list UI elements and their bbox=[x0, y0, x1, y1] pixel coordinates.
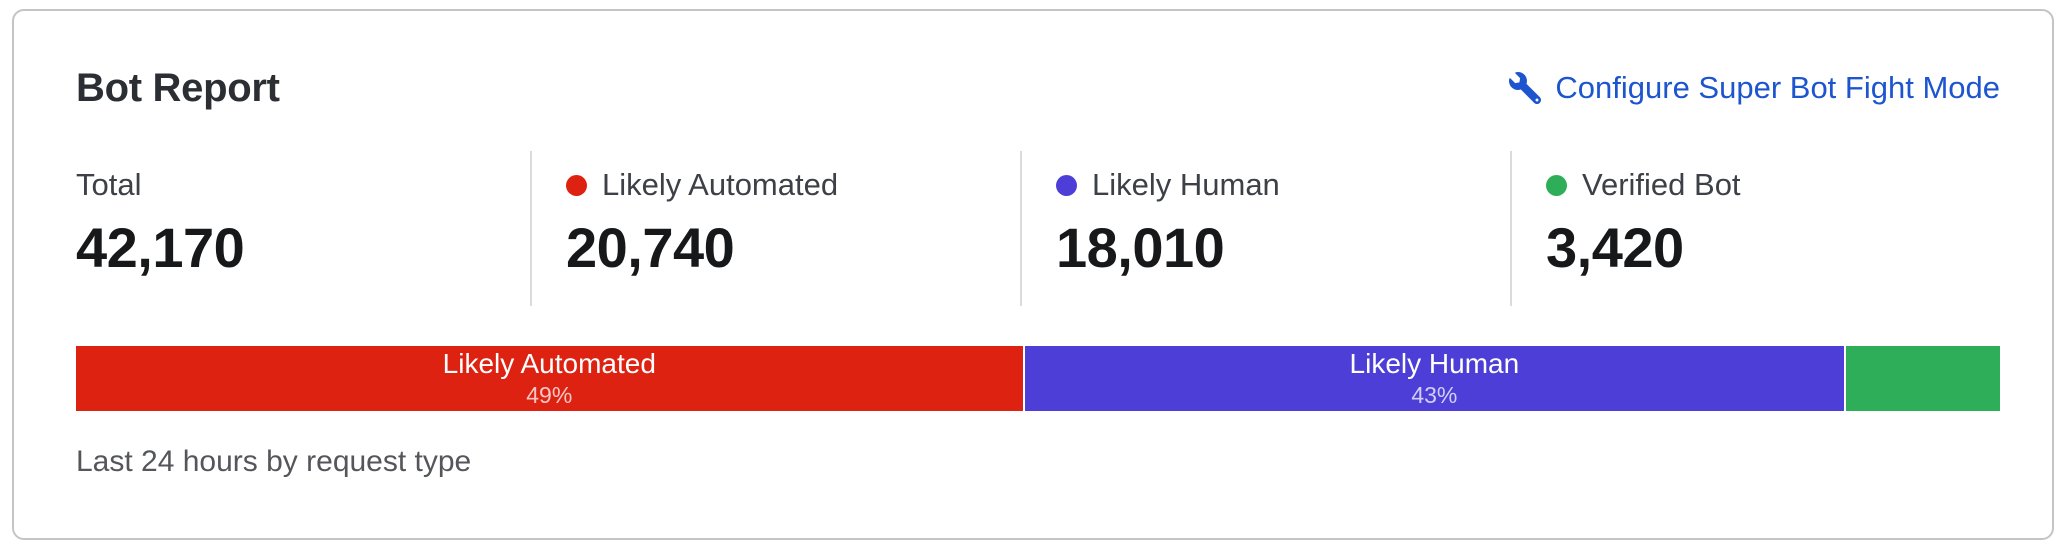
bot-report-card: Bot Report Configure Super Bot Fight Mod… bbox=[12, 9, 2054, 540]
bar-segment-likely-automated: Likely Automated 49% bbox=[76, 346, 1023, 411]
stat-likely-automated: Likely Automated 20,740 bbox=[530, 151, 1020, 306]
card-header: Bot Report Configure Super Bot Fight Mod… bbox=[76, 65, 2000, 111]
bar-segment-percent: 43% bbox=[1411, 382, 1458, 409]
bar-segment-likely-human: Likely Human 43% bbox=[1022, 346, 1845, 411]
stat-head: Verified Bot bbox=[1546, 167, 2000, 203]
stat-value-likely-automated: 20,740 bbox=[566, 216, 735, 279]
stat-value-likely-human: 18,010 bbox=[1056, 216, 1225, 279]
stat-value-total: 42,170 bbox=[76, 216, 245, 279]
bar-segment-label: Likely Automated bbox=[442, 348, 656, 380]
configure-link[interactable]: Configure Super Bot Fight Mode bbox=[1509, 70, 2000, 106]
stat-head: Likely Automated bbox=[566, 167, 1020, 203]
verified-bot-dot bbox=[1546, 174, 1567, 196]
stat-head: Total bbox=[76, 167, 530, 203]
page-title: Bot Report bbox=[76, 65, 280, 110]
distribution-bar: Likely Automated 49% Likely Human 43% bbox=[76, 346, 2000, 411]
bar-segment-percent: 49% bbox=[526, 382, 573, 409]
likely-human-dot bbox=[1056, 174, 1077, 196]
stat-likely-human: Likely Human 18,010 bbox=[1020, 151, 1510, 306]
wrench-icon bbox=[1509, 72, 1542, 104]
stat-label-likely-automated: Likely Automated bbox=[602, 167, 839, 202]
stat-total: Total 42,170 bbox=[76, 151, 530, 306]
stat-value-verified-bot: 3,420 bbox=[1546, 216, 1684, 279]
stat-label-likely-human: Likely Human bbox=[1092, 167, 1280, 202]
stat-head: Likely Human bbox=[1056, 167, 1510, 203]
bar-segment-label: Likely Human bbox=[1349, 348, 1520, 380]
caption: Last 24 hours by request type bbox=[76, 445, 472, 478]
configure-link-label: Configure Super Bot Fight Mode bbox=[1555, 70, 2000, 105]
stat-label-total: Total bbox=[76, 167, 142, 202]
stat-label-verified-bot: Verified Bot bbox=[1582, 167, 1741, 202]
bar-segment-verified-bot bbox=[1844, 346, 2000, 411]
likely-automated-dot bbox=[566, 174, 587, 196]
stats-row: Total 42,170 Likely Automated 20,740 Lik… bbox=[76, 151, 2000, 306]
stat-verified-bot: Verified Bot 3,420 bbox=[1510, 151, 2000, 306]
